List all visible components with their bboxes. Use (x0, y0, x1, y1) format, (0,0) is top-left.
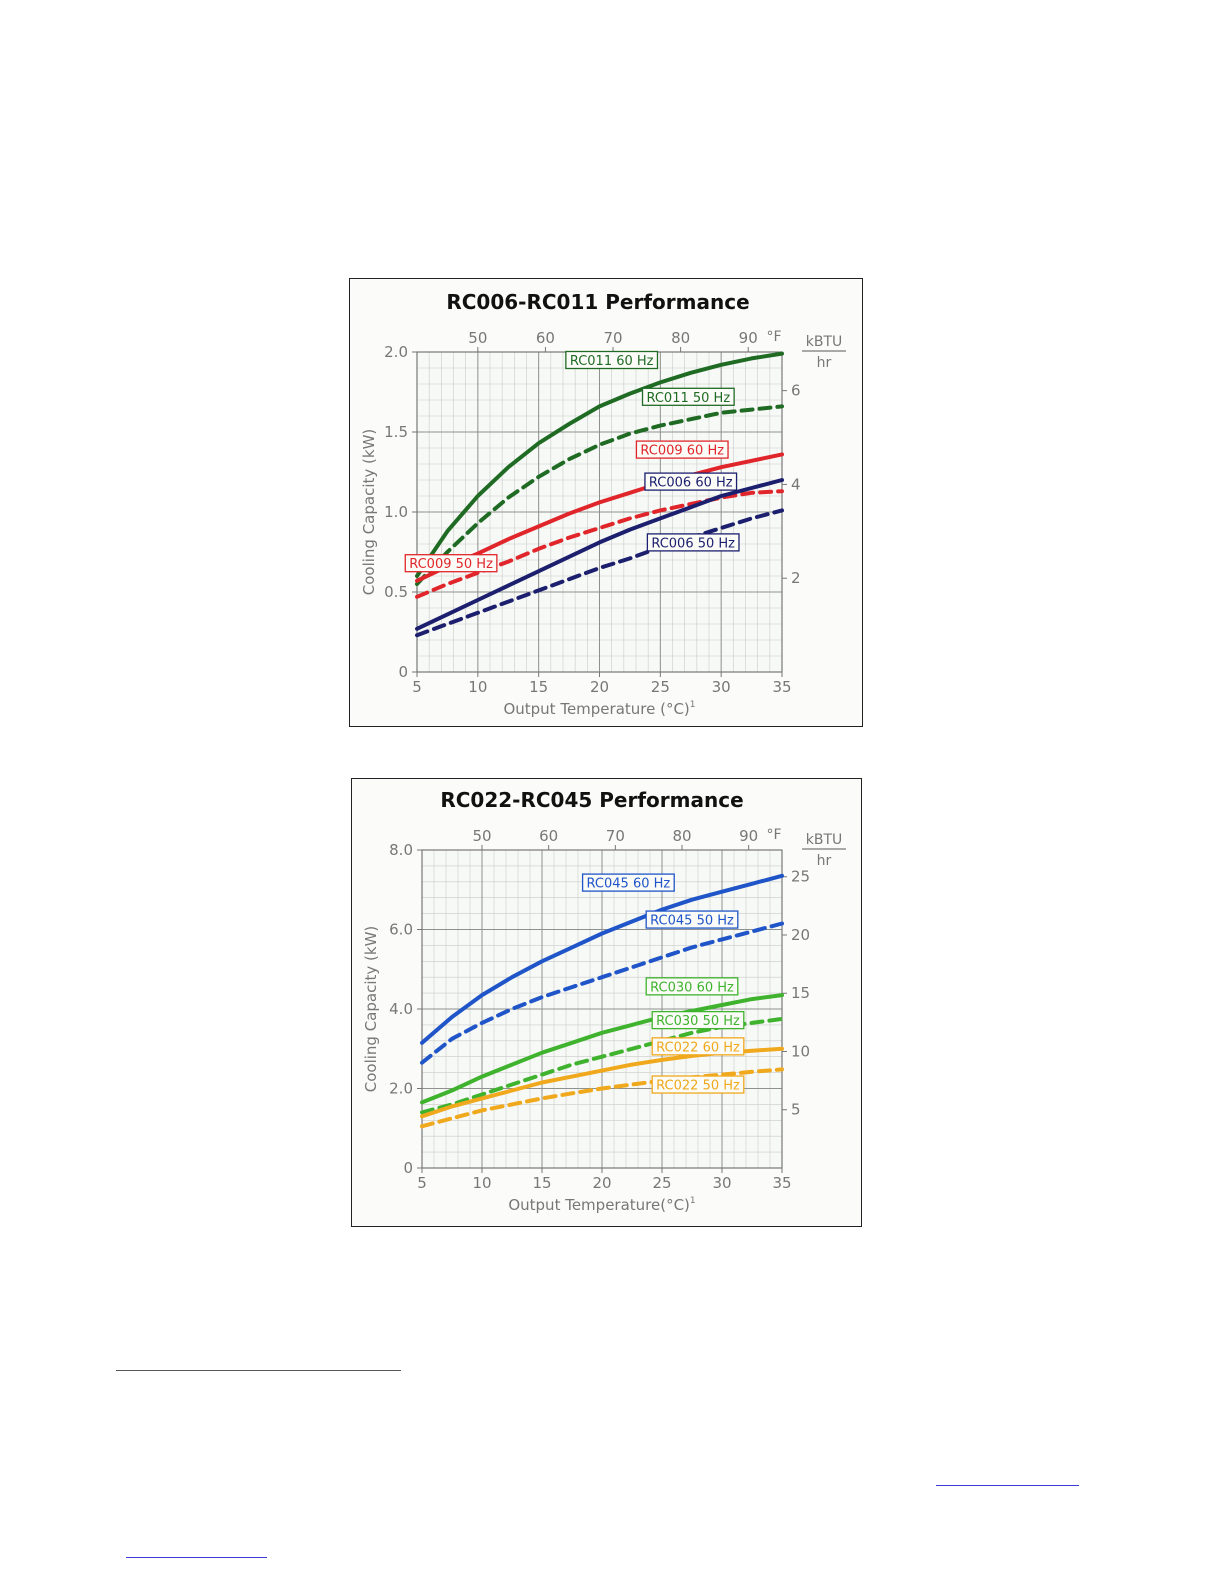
right-tick-label: 2 (791, 569, 801, 587)
right-tick-label: 25 (791, 868, 810, 886)
series-label-box-rc009-50-hz (404, 554, 498, 573)
right-tick-label: 5 (791, 1101, 801, 1119)
top-tick-label: 90 (739, 827, 758, 845)
right-axis-unit-bottom: hr (817, 355, 832, 371)
x-tick-label: 35 (772, 678, 791, 696)
series-line-rc022-50-hz (420, 1067, 784, 1129)
series-line-rc030-60-hz (420, 993, 784, 1105)
series-label-rc022-50-hz: RC022 50 Hz (656, 1079, 740, 1094)
series-label-rc006-60-hz: RC006 60 Hz (649, 476, 733, 491)
series-label-rc011-60-hz: RC011 60 Hz (570, 354, 654, 369)
top-tick-label: 50 (468, 329, 487, 347)
y-tick-label: 6.0 (389, 921, 413, 939)
series-label-box-rc011-60-hz (565, 350, 659, 370)
series-line-rc006-60-hz (415, 478, 784, 631)
x-tick-label: 5 (417, 1174, 427, 1192)
series-label-box-rc030-50-hz (651, 1010, 745, 1030)
series-line-rc006-50-hz (415, 508, 784, 638)
right-axis-unit-top: kBTU (806, 334, 843, 350)
x-axis-label: Output Temperature(°C)1 (508, 1196, 695, 1214)
x-tick-label: 25 (651, 678, 670, 696)
top-axis-unit: °F (766, 329, 781, 345)
right-axis-unit-top: kBTU (806, 832, 843, 848)
y-tick-label: 2.0 (384, 343, 408, 361)
chart-rc022-rc045-svg: RC022-RC045 Performance 5 10 15 20 25 30 35 Outp… (362, 788, 846, 1214)
series-label-rc045-50-hz: RC045 50 Hz (650, 914, 734, 929)
y-tick-label: 8.0 (389, 841, 413, 859)
x-tick-label: 20 (590, 678, 609, 696)
series-label-box-rc022-60-hz (651, 1037, 745, 1056)
series-label-rc006-50-hz: RC006 50 Hz (651, 536, 735, 551)
series-label-rc045-60-hz: RC045 60 Hz (587, 877, 671, 892)
right-axis-unit-bottom: hr (817, 853, 832, 869)
footer-link-underline-2[interactable] (126, 1557, 267, 1558)
top-tick-label: 70 (606, 827, 625, 845)
x-axis-label: Output Temperature (°C)1 (503, 700, 695, 718)
chart-rc006-rc011: RC006-RC011 Performance 5 10 15 20 25 30 35 Outp… (349, 278, 863, 727)
x-tick-label: 10 (468, 678, 487, 696)
right-tick-label: 20 (791, 926, 810, 944)
y-tick-label: 1.5 (384, 423, 408, 441)
series-label-box-rc022-50-hz (651, 1075, 745, 1094)
y-tick-label: 4.0 (389, 1000, 413, 1018)
series-label-box-rc030-60-hz (645, 977, 739, 996)
y-tick-label: 0 (398, 663, 408, 681)
series-label-box-rc006-50-hz (646, 533, 740, 552)
top-tick-label: 90 (739, 329, 758, 347)
top-tick-label: 80 (671, 329, 690, 347)
y-axis-label: Cooling Capacity (kW) (360, 429, 378, 596)
y-tick-label: 2.0 (389, 1080, 413, 1098)
x-tick-label: 25 (652, 1174, 671, 1192)
series-label-box-rc009-60-hz (635, 440, 729, 459)
right-tick-label: 10 (791, 1042, 810, 1060)
right-tick-label: 4 (791, 475, 801, 493)
series-line-rc045-50-hz (420, 921, 784, 1065)
x-tick-label: 15 (532, 1174, 551, 1192)
series-label-box-rc045-60-hz (581, 873, 675, 892)
series-line-rc009-50-hz (415, 489, 784, 599)
top-axis-unit: °F (766, 827, 781, 843)
top-tick-label: 60 (539, 827, 558, 845)
y-axis-label: Cooling Capacity (kW) (362, 926, 380, 1093)
footnote-divider (116, 1370, 401, 1371)
x-tick-label: 35 (772, 1174, 791, 1192)
series-label-box-rc006-60-hz (644, 472, 738, 491)
chart-title: RC022-RC045 Performance (440, 788, 743, 812)
x-tick-label: 5 (412, 678, 422, 696)
series-label-box-rc011-50-hz (641, 387, 735, 406)
series-label-rc009-60-hz: RC009 60 Hz (640, 444, 724, 459)
y-tick-label: 0.5 (384, 583, 408, 601)
right-tick-label: 15 (791, 984, 810, 1002)
footer-link-underline-1[interactable] (936, 1485, 1079, 1486)
series-label-rc011-50-hz: RC011 50 Hz (646, 391, 730, 406)
series-label-rc009-50-hz: RC009 50 Hz (409, 557, 493, 572)
y-tick-label: 0 (403, 1159, 413, 1177)
x-tick-label: 15 (529, 678, 548, 696)
series-label-rc022-60-hz: RC022 60 Hz (656, 1040, 740, 1055)
y-tick-label: 1.0 (384, 503, 408, 521)
series-label-box-rc045-50-hz (645, 910, 739, 929)
series-line-rc045-60-hz (420, 873, 784, 1045)
top-tick-label: 60 (536, 329, 555, 347)
x-tick-label: 10 (472, 1174, 491, 1192)
series-line-rc011-60-hz (415, 351, 784, 578)
x-tick-label: 30 (712, 678, 731, 696)
series-line-rc009-60-hz (415, 452, 784, 583)
series-label-rc030-50-hz: RC030 50 Hz (656, 1014, 740, 1029)
chart-rc022-rc045: RC022-RC045 Performance 5 10 15 20 25 30 35 Outp… (351, 778, 862, 1227)
right-tick-label: 6 (791, 382, 801, 400)
top-tick-label: 80 (672, 827, 691, 845)
top-tick-label: 50 (472, 827, 491, 845)
x-tick-label: 20 (592, 1174, 611, 1192)
chart-title: RC006-RC011 Performance (446, 290, 749, 314)
x-tick-label: 30 (712, 1174, 731, 1192)
top-tick-label: 70 (603, 329, 622, 347)
series-label-rc030-60-hz: RC030 60 Hz (650, 980, 734, 995)
